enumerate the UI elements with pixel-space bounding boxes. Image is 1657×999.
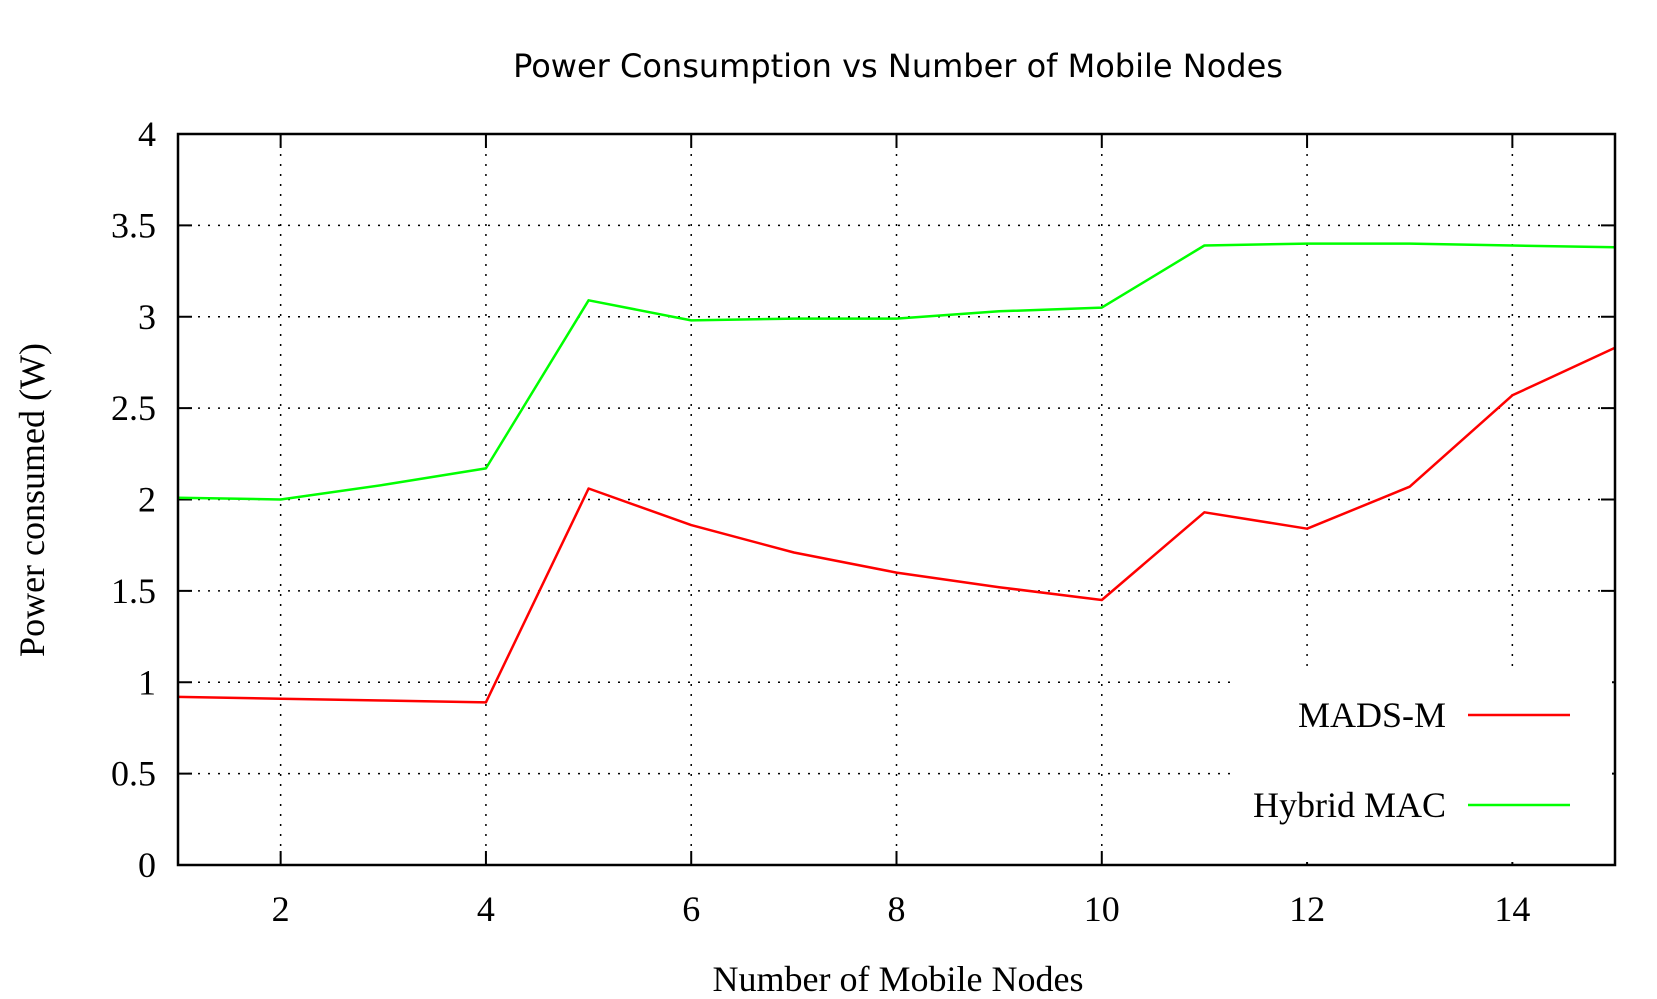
y-tick-label: 0 bbox=[138, 845, 156, 885]
y-tick-label: 0.5 bbox=[111, 754, 156, 794]
x-tick-label: 6 bbox=[682, 889, 700, 929]
y-axis-tick-labels: 0 0.5 1 1.5 2 2.5 3 3.5 4 bbox=[111, 114, 156, 885]
plot-area-frame bbox=[176, 132, 1617, 867]
y-tick-label: 1 bbox=[138, 662, 156, 702]
tick-marks bbox=[178, 133, 1615, 866]
legend: MADS-M Hybrid MAC bbox=[1253, 695, 1570, 825]
x-tick-label: 14 bbox=[1494, 889, 1530, 929]
legend-item-hybrid-mac: Hybrid MAC bbox=[1253, 785, 1570, 825]
legend-label: MADS-M bbox=[1298, 695, 1446, 735]
legend-background bbox=[1232, 672, 1612, 862]
y-tick-label: 3 bbox=[138, 297, 156, 337]
y-tick-label: 2 bbox=[138, 480, 156, 520]
x-tick-label: 2 bbox=[272, 889, 290, 929]
x-axis-label: Number of Mobile Nodes bbox=[713, 959, 1084, 999]
y-axis-label: Power consumed (W) bbox=[12, 343, 52, 657]
series-line-hybrid-mac bbox=[177, 242, 1616, 501]
y-tick-label: 2.5 bbox=[111, 388, 156, 428]
x-tick-label: 10 bbox=[1084, 889, 1120, 929]
x-tick-label: 12 bbox=[1289, 889, 1325, 929]
x-tick-label: 8 bbox=[888, 889, 906, 929]
x-tick-label: 4 bbox=[477, 889, 495, 929]
chart-title: Power Consumption vs Number of Mobile No… bbox=[513, 47, 1283, 85]
legend-label: Hybrid MAC bbox=[1253, 785, 1446, 825]
y-tick-label: 1.5 bbox=[111, 571, 156, 611]
x-axis-tick-labels: 2 4 6 8 10 12 14 bbox=[272, 889, 1531, 929]
grid-lines bbox=[178, 134, 1615, 865]
y-tick-label: 3.5 bbox=[111, 205, 156, 245]
y-tick-label: 4 bbox=[138, 114, 156, 154]
legend-item-mads-m: MADS-M bbox=[1298, 695, 1570, 735]
series-lines bbox=[177, 242, 1616, 704]
